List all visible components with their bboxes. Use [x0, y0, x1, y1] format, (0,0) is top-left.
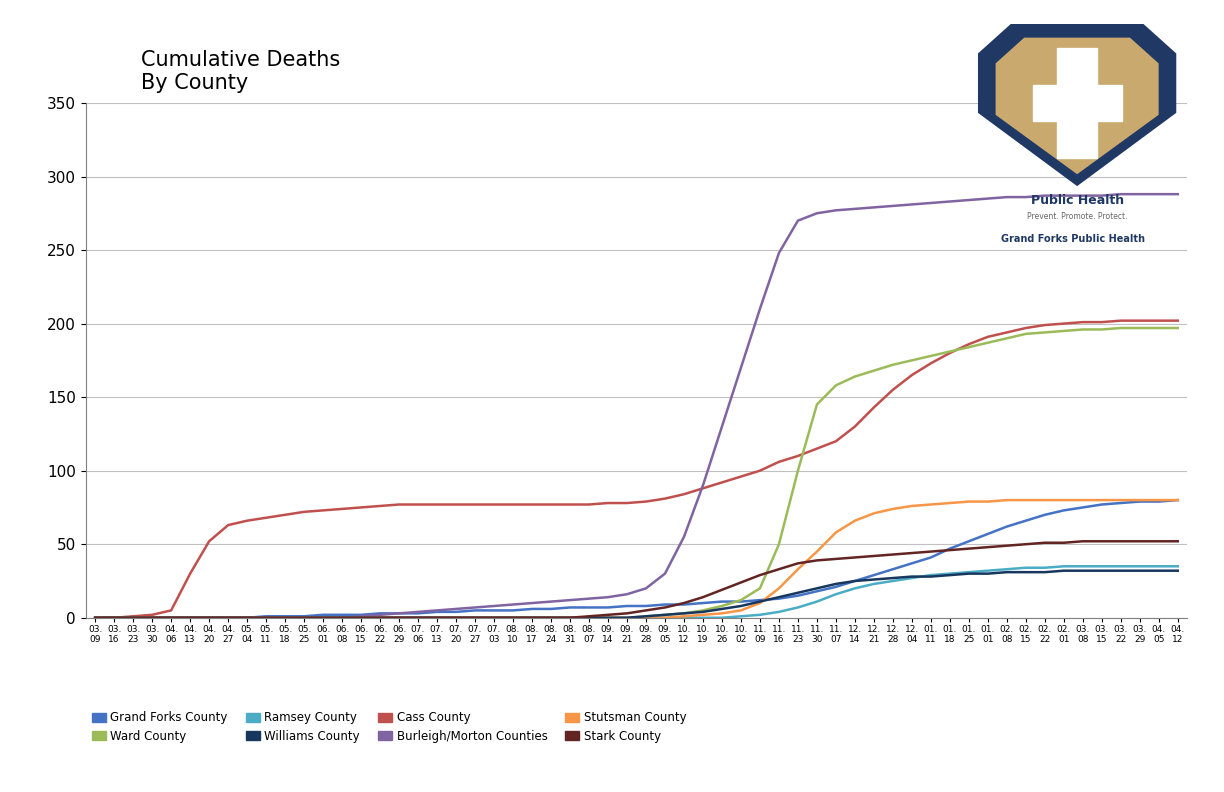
Text: Cumulative Deaths
By County: Cumulative Deaths By County	[141, 50, 340, 93]
PathPatch shape	[978, 24, 1176, 186]
Text: Grand Forks Public Health: Grand Forks Public Health	[1001, 234, 1146, 244]
Text: Public Health: Public Health	[1031, 194, 1124, 207]
Text: Prevent. Promote. Protect.: Prevent. Promote. Protect.	[1027, 211, 1127, 221]
Bar	[1033, 85, 1121, 120]
PathPatch shape	[995, 37, 1159, 174]
Legend: Grand Forks County, Ward County, Ramsey County, Williams County, Cass County, Bu: Grand Forks County, Ward County, Ramsey …	[92, 711, 687, 743]
Bar	[1058, 48, 1097, 158]
